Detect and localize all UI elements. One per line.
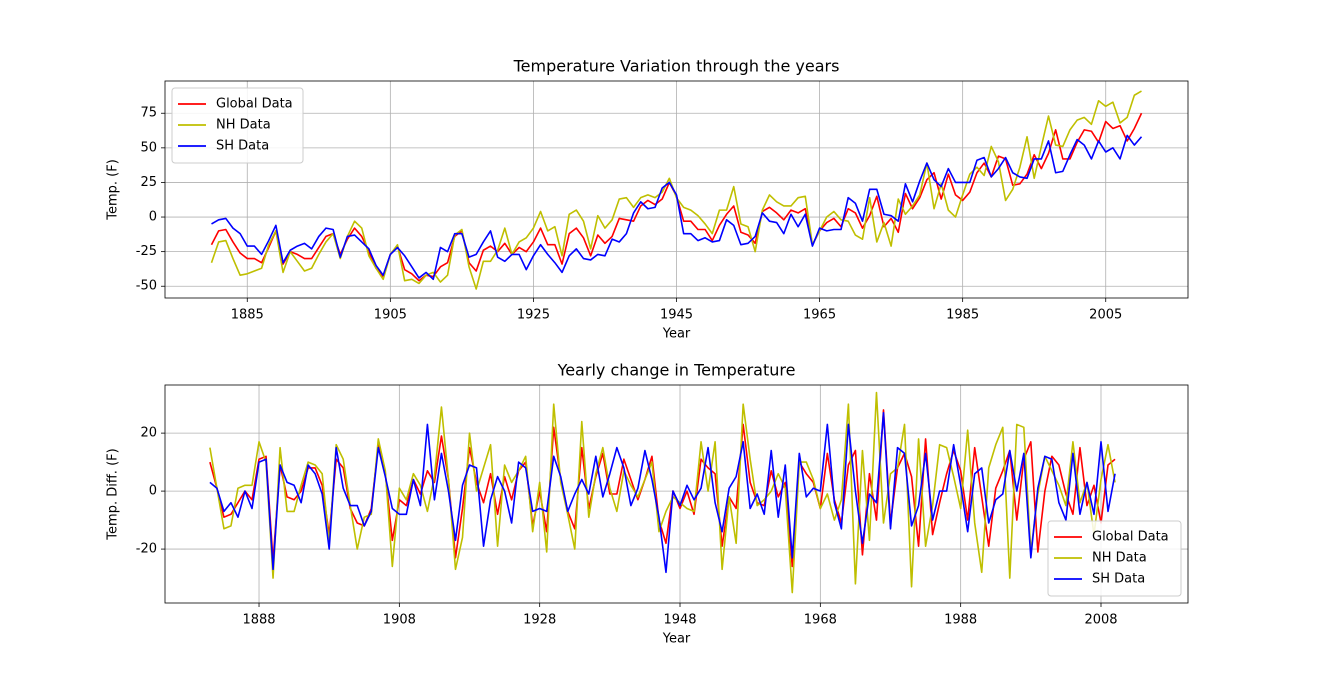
axes-frame <box>164 80 1189 299</box>
y-axis-label: Temp. Diff. (F) <box>106 448 121 540</box>
x-axis-label: Year <box>662 632 691 647</box>
x-tick-label: 1945 <box>660 308 693 323</box>
legend: Global Data NH Data SH Data <box>171 87 304 164</box>
y-tick-label: 20 <box>140 426 157 441</box>
legend-label: NH Data <box>1092 551 1147 566</box>
x-tick-label: 1928 <box>523 613 556 628</box>
y-tick-label: 0 <box>149 484 157 499</box>
x-tick-label: 1965 <box>803 308 836 323</box>
x-tick-label: 1925 <box>517 308 550 323</box>
axes-frame <box>164 384 1189 604</box>
x-tick-label: 1905 <box>374 308 407 323</box>
legend: Global Data NH Data SH Data <box>1047 520 1182 597</box>
chart-title: Yearly change in Temperature <box>557 361 796 380</box>
y-tick-label: 0 <box>149 210 157 225</box>
x-tick-label: 1888 <box>242 613 275 628</box>
legend-box <box>1047 520 1182 597</box>
data-line <box>209 412 1116 574</box>
data-line <box>211 134 1143 281</box>
x-tick-label: 1908 <box>383 613 416 628</box>
x-tick-label: 2005 <box>1089 308 1122 323</box>
subplot: 1885 1905 1925 1945 1965 1985 2005 -50 -25 0 25 50 7… <box>106 57 1189 342</box>
y-tick-label: 50 <box>140 140 157 155</box>
y-tick-label: 25 <box>140 175 157 190</box>
data-line <box>209 409 1116 568</box>
x-axis-label: Year <box>662 327 691 342</box>
legend-label: NH Data <box>216 118 271 133</box>
subplot: 1888 1908 1928 1948 1968 1988 2008 -20 0 20 Yearly… <box>106 361 1189 647</box>
legend-label: Global Data <box>216 97 293 112</box>
x-tick-label: 1985 <box>946 308 979 323</box>
legend-label: SH Data <box>1092 572 1145 587</box>
chart-title: Temperature Variation through the years <box>513 57 840 76</box>
x-tick-label: 1885 <box>231 308 264 323</box>
x-tick-label: 1968 <box>804 613 837 628</box>
y-tick-label: 75 <box>140 106 157 121</box>
x-tick-label: 1948 <box>663 613 696 628</box>
y-axis-label: Temp. (F) <box>106 159 121 221</box>
y-tick-label: -50 <box>136 279 157 294</box>
y-tick-label: -20 <box>136 542 157 557</box>
x-tick-label: 1988 <box>944 613 977 628</box>
data-line <box>209 391 1116 594</box>
y-tick-label: -25 <box>136 244 157 259</box>
legend-label: SH Data <box>216 139 269 154</box>
x-tick-label: 2008 <box>1084 613 1117 628</box>
legend-box <box>171 87 304 164</box>
legend-label: Global Data <box>1092 530 1169 545</box>
